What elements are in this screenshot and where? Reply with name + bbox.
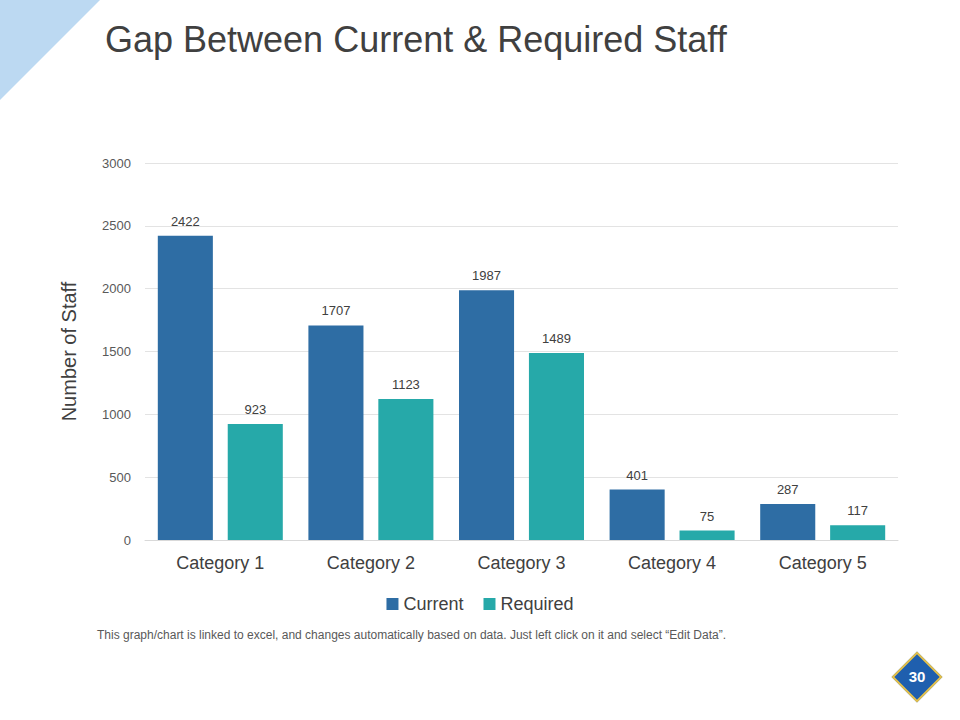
svg-text:1489: 1489 xyxy=(542,331,571,346)
svg-text:117: 117 xyxy=(847,503,868,518)
svg-text:Category 5: Category 5 xyxy=(779,553,867,573)
svg-text:2000: 2000 xyxy=(102,281,131,296)
svg-text:3000: 3000 xyxy=(102,156,131,171)
svg-text:Current: Current xyxy=(403,594,463,614)
svg-text:1707: 1707 xyxy=(321,303,350,318)
svg-text:Number of Staff: Number of Staff xyxy=(58,281,80,421)
svg-text:Category 2: Category 2 xyxy=(327,553,415,573)
svg-text:500: 500 xyxy=(109,470,131,485)
svg-text:923: 923 xyxy=(244,402,266,417)
svg-text:2500: 2500 xyxy=(102,218,131,233)
svg-text:Category 3: Category 3 xyxy=(477,553,565,573)
svg-text:2422: 2422 xyxy=(171,214,200,229)
svg-text:Category 4: Category 4 xyxy=(628,553,716,573)
html-text:30: 30 xyxy=(908,668,926,685)
svg-text:401: 401 xyxy=(626,468,648,483)
svg-text:1000: 1000 xyxy=(102,407,131,422)
svg-text:287: 287 xyxy=(777,482,799,497)
svg-text:1987: 1987 xyxy=(472,268,501,283)
svg-text:Gap Between Current & Required: Gap Between Current & Required Staff xyxy=(105,19,728,60)
svg-text:1123: 1123 xyxy=(392,377,420,392)
html-text:This graph/chart is linked to: This graph/chart is linked to excel, and… xyxy=(97,628,726,642)
svg-text:0: 0 xyxy=(124,533,131,548)
svg-text:75: 75 xyxy=(700,509,714,524)
svg-text:Category 1: Category 1 xyxy=(176,553,264,573)
svg-text:1500: 1500 xyxy=(102,344,131,359)
svg-text:Required: Required xyxy=(500,594,573,614)
